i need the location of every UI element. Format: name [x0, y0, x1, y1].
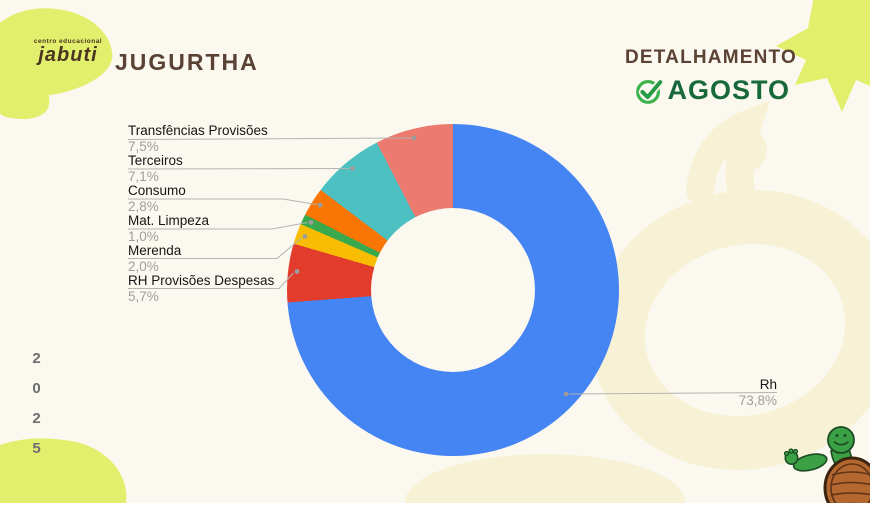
slice-percent: 5,7% [128, 289, 159, 304]
donut-hole [371, 208, 535, 372]
callout-transfencias-provisoes: Transfências Provisões 7,5% [128, 123, 268, 154]
decorative-blob-bottom-left [0, 429, 132, 503]
detail-kicker: DETALHAMENTO [624, 47, 797, 68]
slice-label: Mat. Limpeza [128, 213, 210, 228]
turtle-mascot-illustration [783, 426, 870, 503]
slice-label: Rh [759, 377, 777, 392]
slice-label: RH Provisões Despesas [128, 273, 275, 288]
page-title: JUGURTHA [115, 49, 259, 75]
year-vertical-label: 2025 [28, 350, 45, 470]
callout-rh: Rh 73,8% [739, 377, 777, 408]
slice-percent: 1,0% [128, 229, 159, 244]
slice-label: Terceiros [128, 153, 183, 168]
slice-label: Consumo [128, 183, 186, 198]
logo-subtitle: centro educacional [33, 38, 103, 45]
slice-label: Merenda [128, 243, 182, 258]
slice-percent: 7,5% [128, 139, 159, 154]
slice-label: Transfências Provisões [128, 123, 268, 138]
logo-title: jabuti [38, 44, 98, 66]
slice-percent: 73,8% [738, 393, 777, 408]
slice-percent: 2,0% [128, 259, 159, 274]
callout-consumo: Consumo 2,8% [128, 183, 186, 214]
check-circle-icon [636, 77, 665, 104]
slide: centro educacional jabuti JUGURTHA DETAL… [0, 0, 870, 503]
callout-rh-provisoes-despesas: RH Provisões Despesas 5,7% [128, 273, 274, 304]
callout-terceiros: Terceiros 7,1% [128, 153, 183, 184]
month-row: AGOSTO [634, 75, 790, 106]
slice-percent: 7,1% [128, 169, 159, 184]
callout-mat-limpeza: Mat. Limpeza 1,0% [128, 213, 209, 244]
slice-percent: 2,8% [128, 199, 159, 214]
school-logo: centro educacional jabuti [18, 38, 118, 67]
month-label: AGOSTO [667, 75, 790, 105]
callout-merenda: Merenda 2,0% [128, 243, 181, 274]
